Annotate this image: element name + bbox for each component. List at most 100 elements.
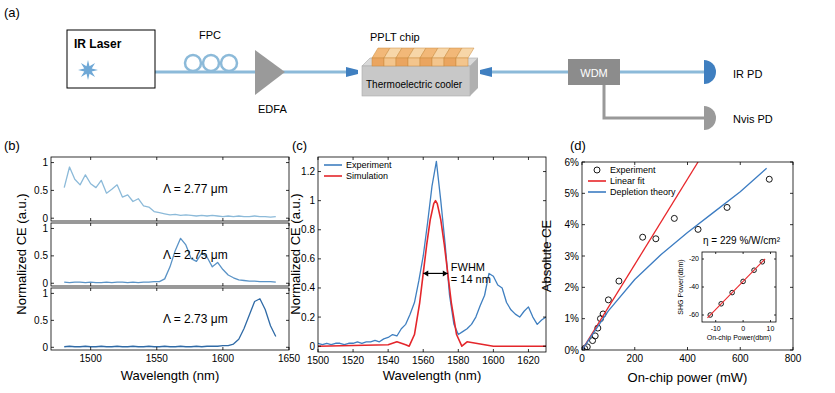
y-tick [318, 229, 321, 230]
x-tick-label: 1550 [146, 353, 169, 364]
annotation: FWHM [451, 261, 485, 273]
legend-label: Experiment [346, 160, 392, 170]
y-tick [543, 171, 546, 172]
legend-marker [594, 167, 600, 173]
x-tick-label: 400 [679, 353, 696, 364]
x-tick [156, 347, 157, 350]
x-tick-label: -10 [711, 325, 721, 332]
x-tick [743, 320, 744, 322]
data-point [724, 204, 730, 210]
x-tick [715, 252, 716, 254]
node-label: EDFA [258, 103, 287, 115]
x-tick-label: 200 [626, 353, 643, 364]
fpc-loop [185, 55, 201, 71]
series-label: Λ = 2.73 μm [163, 312, 228, 326]
y-tick-label: 0.4 [301, 282, 315, 293]
y-tick-label: 5% [565, 188, 580, 199]
y-tick [582, 162, 585, 163]
chip-cell [396, 58, 408, 66]
x-tick [222, 223, 223, 226]
panel-label: (d) [570, 138, 586, 153]
y-tick [790, 318, 793, 319]
x-tick-label: 1500 [307, 355, 330, 366]
data-line [64, 299, 276, 347]
y-tick [790, 193, 793, 194]
y-tick [51, 218, 54, 219]
y-tick-label: 0.6 [301, 253, 315, 264]
x-tick [687, 347, 688, 350]
y-tick [774, 315, 776, 316]
data-point [616, 278, 622, 284]
x-tick [715, 320, 716, 322]
y-tick [318, 287, 321, 288]
data-point [695, 226, 701, 232]
x-tick [156, 157, 157, 160]
data-line [707, 259, 765, 318]
y-tick [790, 256, 793, 257]
legend-label: Experiment [610, 165, 656, 175]
chip-cell [384, 58, 396, 66]
cooler [362, 66, 470, 96]
y-tick-label: 3% [565, 251, 580, 262]
x-tick [222, 218, 223, 221]
plot-area [64, 167, 276, 217]
x-tick [528, 349, 529, 352]
y-tick [286, 347, 289, 348]
y-tick [790, 287, 793, 288]
data-line [318, 201, 546, 347]
x-tick [90, 283, 91, 286]
plot-frame [51, 288, 289, 350]
x-tick [458, 157, 459, 160]
x-tick-label: 0 [579, 353, 585, 364]
y-tick [543, 317, 546, 318]
axis-title: SHG Power(dbm) [677, 259, 685, 314]
background [0, 0, 835, 393]
node-label: PPLT chip [370, 31, 420, 43]
plot-frame [702, 252, 776, 322]
axis-title: Normalized CE (a.u.) [288, 193, 303, 314]
y-tick [582, 193, 585, 194]
y-tick [702, 315, 704, 316]
y-tick [286, 162, 289, 163]
x-tick [318, 349, 319, 352]
x-tick [222, 347, 223, 350]
y-tick-label: 2% [565, 282, 580, 293]
chip-cell [456, 58, 468, 66]
fiber [620, 71, 704, 74]
x-tick-label: 1500 [80, 353, 103, 364]
x-tick-label: 10 [767, 325, 775, 332]
fiber [480, 71, 568, 74]
axis-title: Absolute CE [539, 220, 554, 293]
annotation: η = 229 %/W/cm² [703, 235, 781, 246]
wdm [568, 59, 620, 85]
x-tick [353, 349, 354, 352]
x-tick-label: 1540 [377, 355, 400, 366]
cooler-side [470, 58, 478, 96]
y-tick [543, 346, 546, 347]
plot-frame [318, 157, 546, 352]
y-tick-label: 1 [42, 157, 48, 168]
y-tick [318, 317, 321, 318]
x-tick [740, 347, 741, 350]
laser-icon [78, 60, 98, 80]
x-tick-label: 1520 [342, 355, 365, 366]
axis-title: On-chip Power(dbm) [707, 334, 772, 342]
x-tick-label: 1560 [412, 355, 435, 366]
y-tick-label: 0.2 [301, 312, 315, 323]
axis-title: Wavelength (nm) [383, 368, 482, 383]
legend-line [588, 191, 606, 193]
x-tick [493, 349, 494, 352]
x-tick [222, 283, 223, 286]
y-tick-label: -60 [689, 311, 699, 318]
x-tick [793, 162, 794, 165]
coupler [480, 67, 492, 77]
x-tick [90, 157, 91, 160]
x-tick [388, 349, 389, 352]
y-tick-label: 0 [309, 341, 315, 352]
y-tick [286, 320, 289, 321]
y-tick-label: 1.2 [301, 166, 315, 177]
fiber [283, 71, 352, 74]
plot-area [64, 238, 276, 282]
y-tick-label: 1 [309, 195, 315, 206]
y-tick-label: 1% [565, 313, 580, 324]
